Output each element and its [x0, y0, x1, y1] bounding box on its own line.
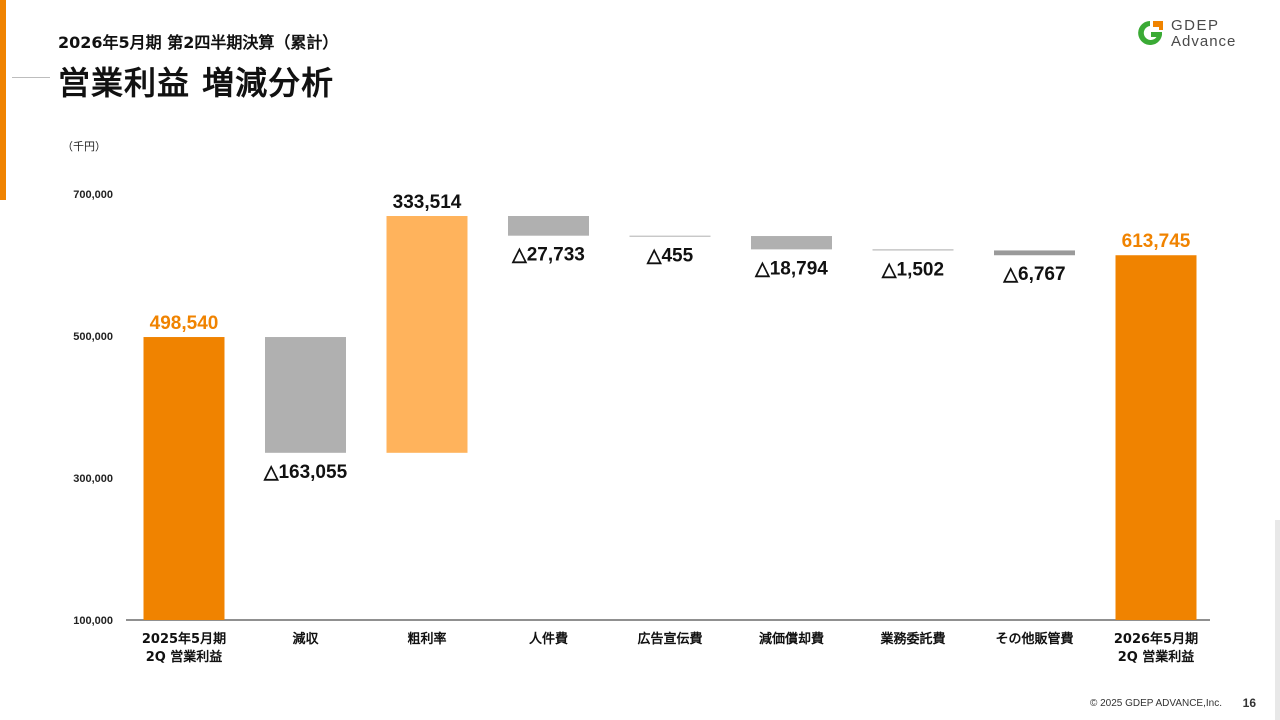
y-tick-label: 100,000 [73, 615, 113, 627]
waterfall-chart: 100,000 300,000 500,000 700,000 498,540 2025年… [73, 189, 1210, 665]
data-label: △1,502 [881, 259, 944, 280]
x-category-label: 減価償却費 [759, 631, 824, 647]
title-divider [12, 77, 50, 78]
logo-text-line2: Advance [1171, 32, 1237, 50]
page-subtitle: 2026年5月期 第2四半期決算（累計） [58, 33, 339, 52]
data-label: 613,745 [1122, 231, 1191, 252]
data-label: △455 [646, 246, 694, 267]
data-label: △6,767 [1002, 264, 1065, 285]
x-category-label: 2026年5月期 [1114, 631, 1198, 647]
waterfall-bar [994, 250, 1075, 256]
y-tick-label: 300,000 [73, 473, 113, 485]
x-category-label: 業務委託費 [879, 631, 945, 647]
waterfall-bar [751, 236, 832, 250]
x-category-label: 広告宣伝費 [637, 631, 702, 647]
data-label: 498,540 [150, 313, 219, 334]
data-label: 333,514 [393, 192, 462, 213]
right-edge-bar [1275, 520, 1280, 720]
company-logo: GDEP Advance [1135, 16, 1260, 50]
waterfall-bar [1115, 255, 1197, 621]
page-number: 16 [1242, 696, 1256, 710]
waterfall-bar [629, 235, 711, 237]
x-category-label: 2025年5月期 [142, 631, 226, 647]
page-title: 営業利益 増減分析 [58, 64, 335, 102]
waterfall-bar [872, 249, 954, 251]
data-label: △27,733 [511, 245, 585, 266]
data-label: △18,794 [754, 258, 828, 279]
gdep-logo-icon [1138, 21, 1163, 45]
x-category-label: その他販管費 [995, 631, 1073, 647]
x-category-label: 粗利率 [407, 631, 446, 647]
unit-label: （千円） [62, 140, 106, 153]
accent-bar [0, 0, 6, 200]
x-category-label: 人件費 [529, 631, 568, 647]
x-category-label: 2Q 営業利益 [1118, 649, 1195, 665]
copyright-text: © 2025 GDEP ADVANCE,Inc. [1089, 698, 1222, 709]
x-category-label: 減収 [292, 631, 319, 647]
y-tick-label: 500,000 [73, 331, 113, 343]
waterfall-bar [143, 337, 225, 620]
waterfall-bar [265, 337, 346, 453]
logo-text-line1: GDEP [1171, 16, 1220, 34]
data-label: △163,055 [263, 462, 348, 483]
y-tick-label: 700,000 [73, 189, 113, 201]
waterfall-bar [386, 216, 468, 453]
waterfall-bar [508, 216, 589, 236]
x-category-label: 2Q 営業利益 [146, 649, 223, 665]
